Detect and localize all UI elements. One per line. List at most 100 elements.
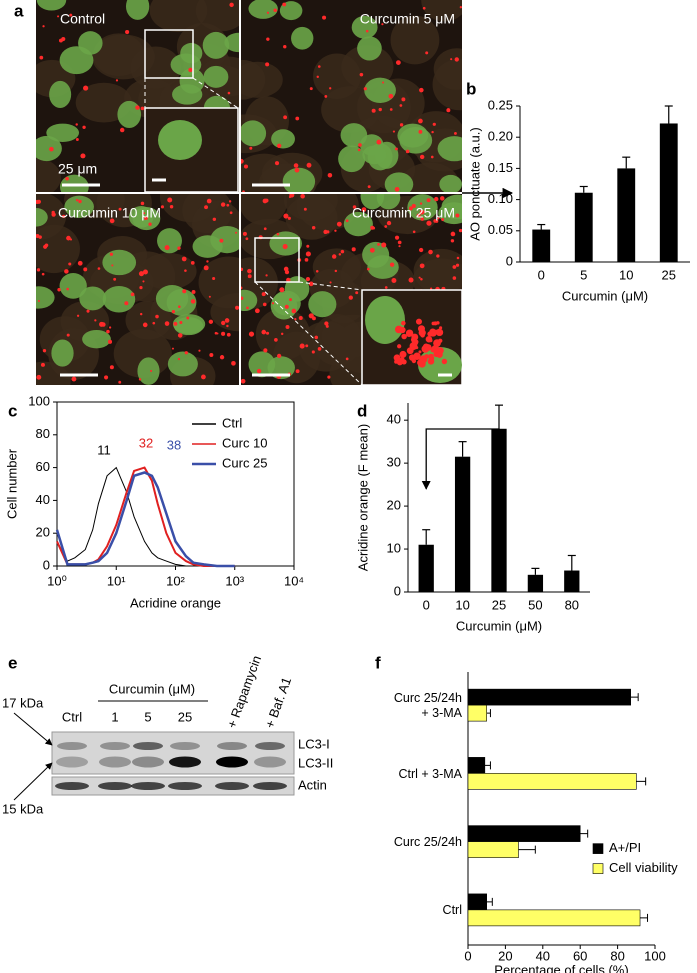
red-puncta xyxy=(188,67,193,73)
red-puncta xyxy=(416,353,420,357)
x-axis-label: Percentage of cells (%) xyxy=(494,962,628,973)
red-puncta xyxy=(305,344,309,348)
red-puncta xyxy=(399,326,406,334)
red-puncta xyxy=(334,269,338,273)
nucleus xyxy=(338,145,366,173)
red-puncta xyxy=(418,129,423,134)
red-puncta xyxy=(367,185,371,189)
red-puncta xyxy=(164,321,170,326)
red-puncta xyxy=(118,380,122,384)
red-puncta xyxy=(241,286,243,290)
lane-label: + Baf. A1 xyxy=(262,675,294,730)
red-puncta xyxy=(75,123,78,126)
red-puncta xyxy=(224,318,230,323)
nucleus xyxy=(157,228,182,254)
red-puncta xyxy=(433,321,438,326)
red-puncta xyxy=(184,269,187,272)
x-tick-label: 0 xyxy=(538,267,545,282)
red-puncta xyxy=(287,216,291,220)
nucleus xyxy=(167,351,198,377)
cell-body xyxy=(36,158,61,193)
red-puncta xyxy=(271,302,275,305)
nucleus xyxy=(36,0,67,11)
red-puncta xyxy=(198,349,201,352)
red-puncta xyxy=(284,304,289,309)
red-puncta xyxy=(420,217,425,221)
cell-body xyxy=(313,53,361,99)
nucleus xyxy=(241,120,267,147)
red-puncta xyxy=(331,254,337,259)
nucleus xyxy=(357,36,382,61)
red-puncta xyxy=(294,318,297,321)
red-puncta xyxy=(357,148,361,152)
bar xyxy=(467,893,488,911)
red-puncta xyxy=(61,214,66,219)
red-puncta xyxy=(450,231,456,237)
panel-label: b xyxy=(466,79,476,98)
cell-body xyxy=(285,195,338,240)
x-tick-label: 25 xyxy=(492,597,506,612)
cell-body xyxy=(149,0,208,33)
x-tick-label: 25 xyxy=(662,267,676,282)
red-puncta xyxy=(204,205,209,210)
nucleus xyxy=(158,120,202,160)
red-puncta xyxy=(317,347,322,351)
cell-body xyxy=(140,252,197,290)
red-puncta xyxy=(306,162,312,168)
bar xyxy=(467,909,641,927)
red-puncta xyxy=(323,229,328,235)
red-puncta xyxy=(36,199,41,204)
red-puncta xyxy=(216,332,219,335)
red-puncta xyxy=(173,321,178,326)
band-lc3-1 xyxy=(100,742,130,750)
nucleus xyxy=(248,351,276,378)
red-puncta xyxy=(426,198,431,203)
red-puncta xyxy=(424,354,429,360)
red-puncta xyxy=(266,11,270,14)
micrographs: 25 μm Control Curcumin 5 μM Curcumin 10 μM C… xyxy=(36,0,463,386)
y-tick-label: 80 xyxy=(36,426,50,441)
red-puncta xyxy=(115,79,119,82)
nucleus xyxy=(173,317,204,336)
band-lc3-2 xyxy=(99,756,131,768)
nucleus xyxy=(49,80,72,108)
red-puncta xyxy=(458,228,462,233)
red-puncta xyxy=(39,55,44,60)
red-puncta xyxy=(274,161,280,166)
category-box: Ctrl + 3-MA xyxy=(398,767,462,781)
red-puncta xyxy=(437,217,440,220)
band-label: LC3-II xyxy=(298,755,333,770)
red-puncta xyxy=(298,315,303,320)
red-puncta xyxy=(436,254,440,258)
red-puncta xyxy=(410,337,415,342)
red-puncta xyxy=(389,262,395,267)
red-puncta xyxy=(365,29,369,33)
nucleus xyxy=(210,225,240,254)
red-puncta xyxy=(263,227,267,231)
red-puncta xyxy=(177,333,183,338)
red-puncta xyxy=(412,230,416,234)
red-puncta xyxy=(456,256,460,260)
red-puncta xyxy=(408,206,413,211)
red-puncta xyxy=(231,361,236,366)
red-puncta xyxy=(75,138,79,141)
y-tick-label: 0 xyxy=(506,253,513,268)
nucleus xyxy=(439,174,462,193)
red-puncta xyxy=(229,211,233,215)
nucleus xyxy=(128,206,154,228)
red-puncta xyxy=(419,202,423,205)
red-puncta xyxy=(386,220,392,226)
red-puncta xyxy=(36,374,42,380)
band-lc3-1 xyxy=(170,742,200,750)
red-puncta xyxy=(206,260,209,263)
red-puncta xyxy=(419,87,424,93)
red-puncta xyxy=(276,143,282,148)
red-puncta xyxy=(340,249,345,254)
red-puncta xyxy=(351,247,356,252)
micrograph-label: Curcumin 10 μM xyxy=(58,205,161,221)
red-puncta xyxy=(220,202,226,207)
lane-label: 1 xyxy=(111,709,118,724)
legend-label: Curc 25 xyxy=(222,455,268,470)
red-puncta xyxy=(327,375,331,379)
